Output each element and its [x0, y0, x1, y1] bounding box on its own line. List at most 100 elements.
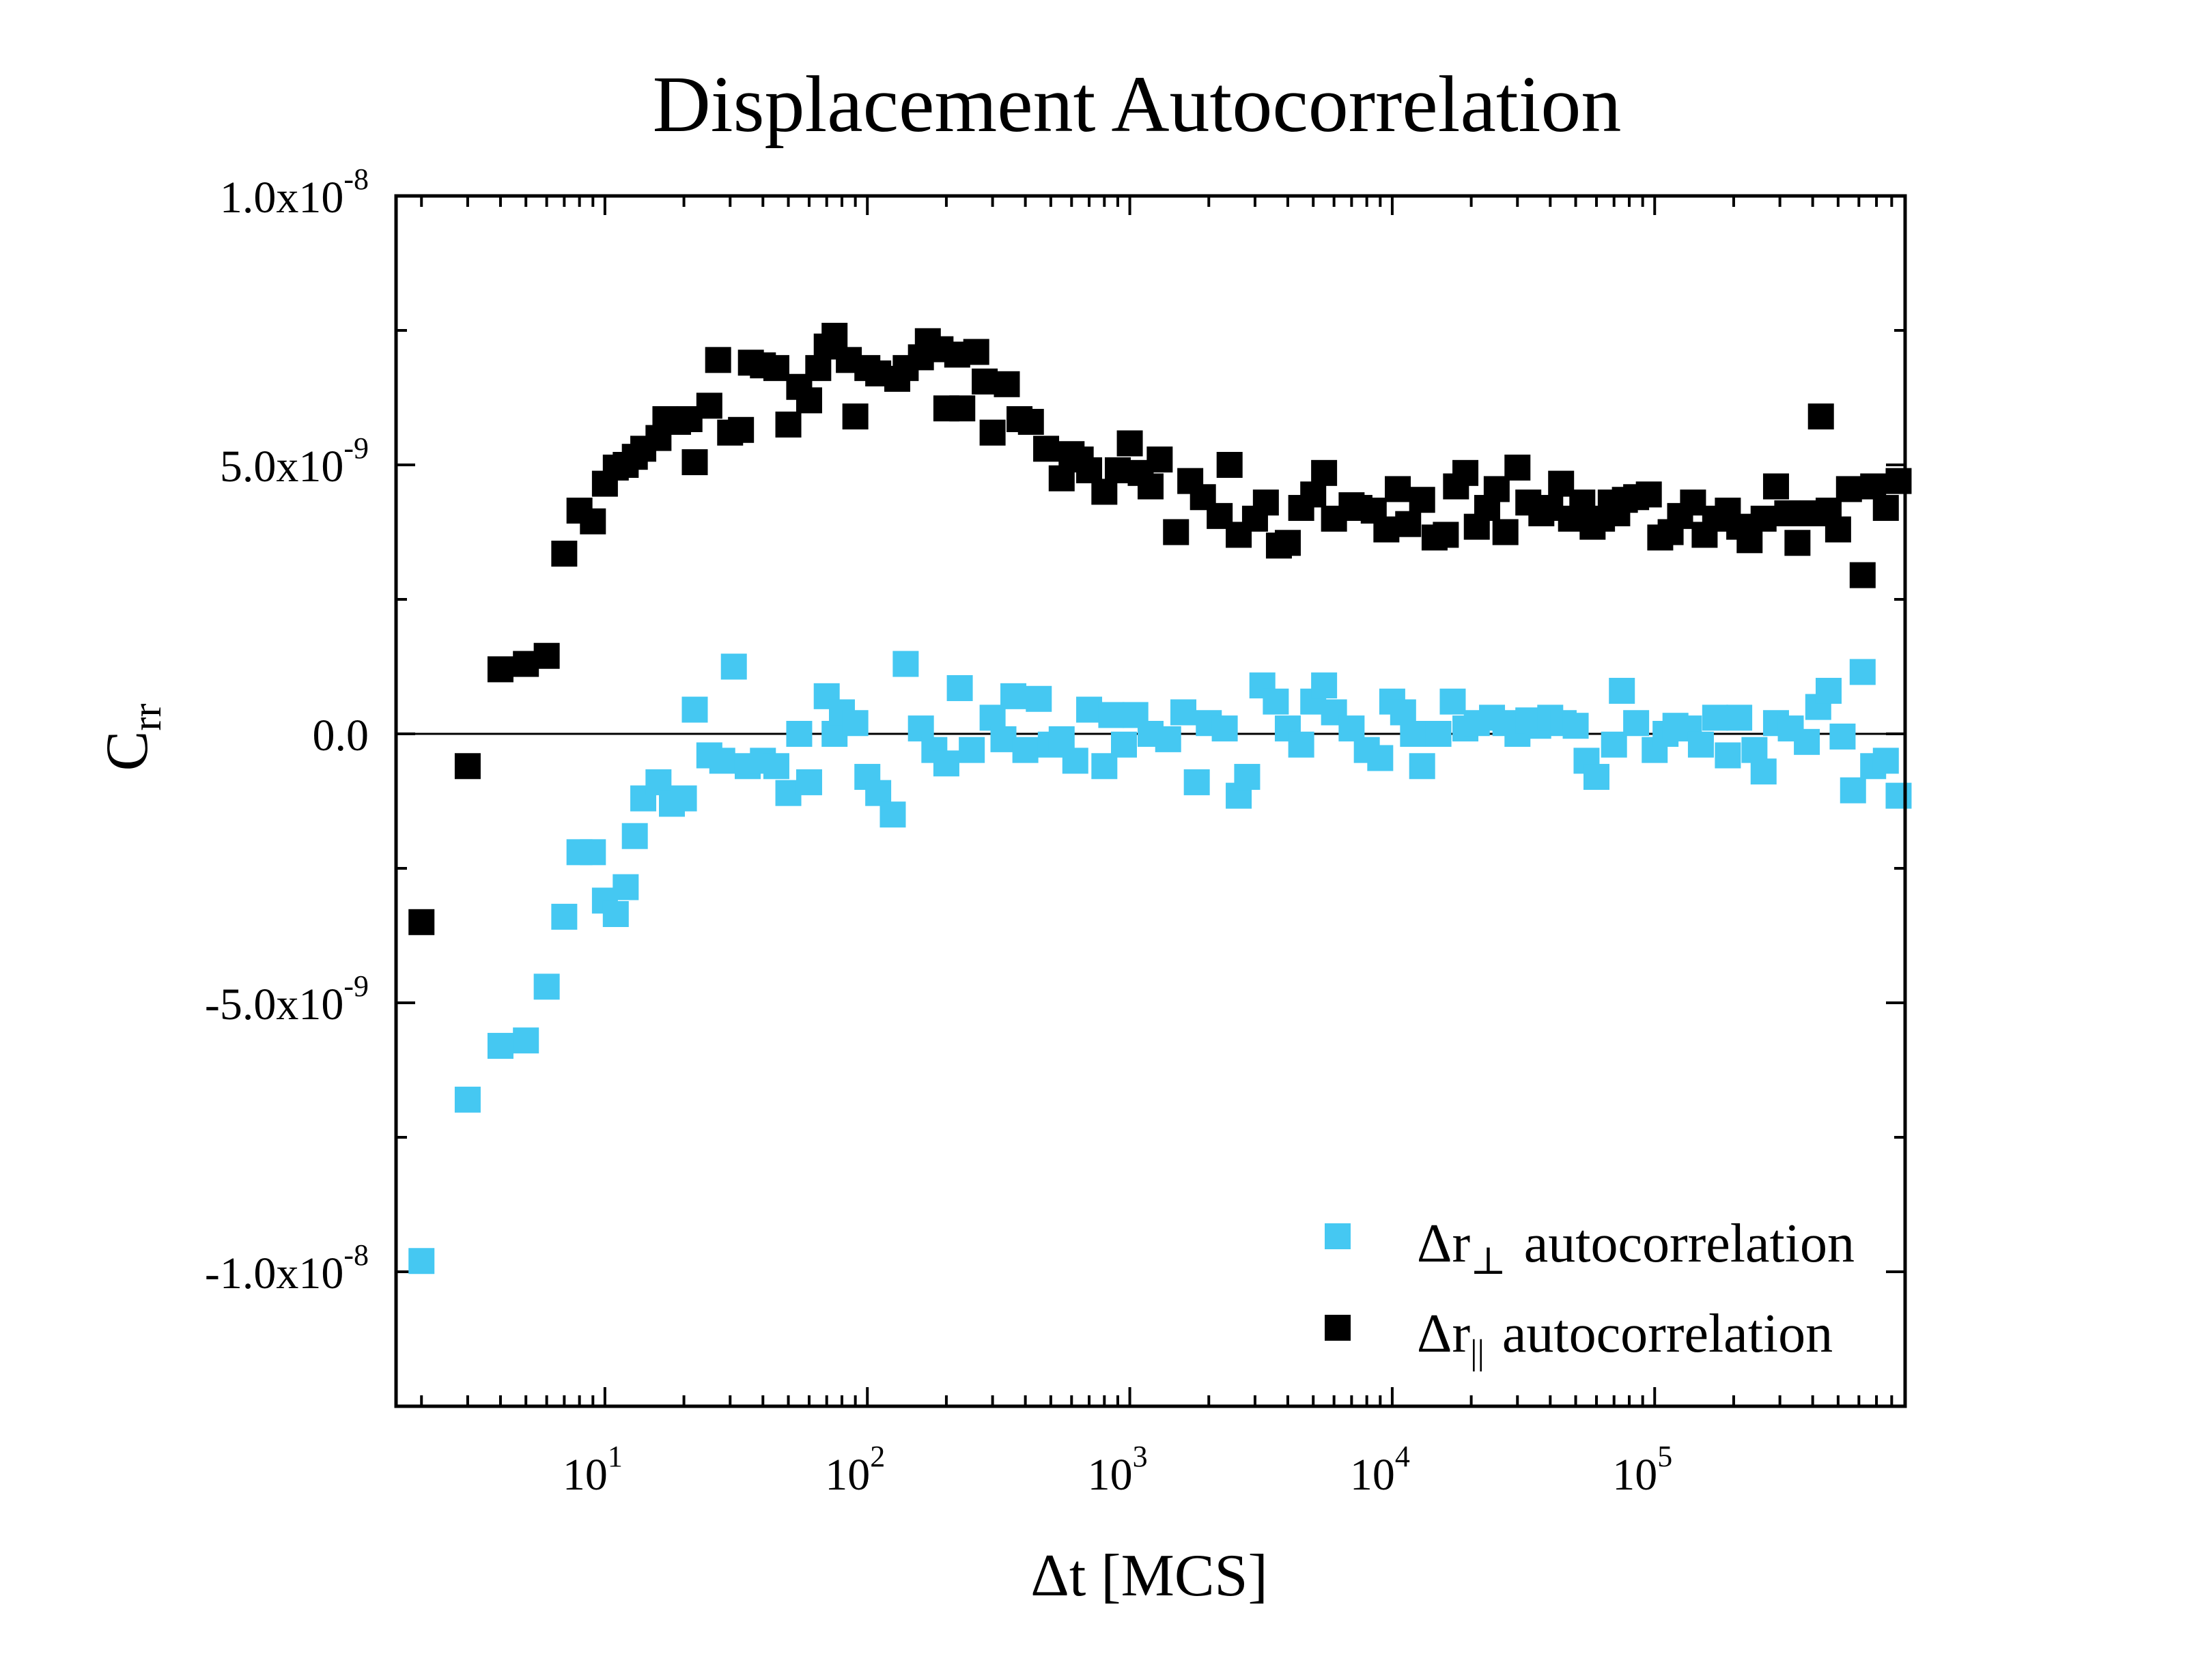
data-point-perp	[621, 823, 648, 849]
x-tick-exponent: 1	[608, 1440, 623, 1473]
data-point-perp	[1872, 748, 1899, 774]
y-tick-exponent: -9	[343, 431, 369, 465]
data-point-parallel	[1635, 481, 1662, 508]
data-point-perp	[671, 785, 697, 812]
data-point-parallel	[408, 909, 435, 935]
data-point-parallel	[1409, 487, 1435, 513]
chart-title: Displacement Autocorrelation	[653, 59, 1622, 149]
data-point-parallel	[487, 656, 513, 683]
legend-label-parallel-rest: autocorrelation	[1502, 1304, 1833, 1364]
data-point-perp	[1234, 764, 1261, 791]
data-point-perp	[1111, 731, 1138, 758]
data-point-parallel	[1849, 562, 1876, 588]
data-point-perp	[1183, 769, 1210, 795]
data-point-parallel	[1762, 473, 1789, 500]
data-point-perp	[1623, 710, 1650, 737]
data-point-parallel	[1825, 516, 1851, 543]
data-point-perp	[1098, 702, 1125, 728]
data-point-perp	[1726, 704, 1753, 731]
data-point-parallel	[842, 403, 869, 430]
data-point-parallel	[580, 508, 606, 535]
data-point-perp	[1439, 688, 1466, 715]
data-point-perp	[1750, 758, 1777, 785]
data-point-perp	[487, 1033, 513, 1059]
data-point-perp	[720, 653, 747, 680]
data-point-perp	[1849, 659, 1876, 685]
legend-label-perp-main: Δr	[1417, 1214, 1470, 1274]
data-point-perp	[1076, 696, 1103, 723]
legend-marker-perp	[1325, 1223, 1351, 1249]
data-point-perp	[1562, 713, 1589, 739]
data-point-perp	[1829, 723, 1856, 750]
data-point-perp	[1609, 677, 1635, 704]
data-point-parallel	[681, 449, 708, 476]
x-tick-label: 101	[563, 1440, 623, 1500]
data-point-perp	[551, 903, 578, 930]
y-tick-exponent: -8	[343, 162, 369, 196]
data-point-perp	[763, 753, 789, 780]
data-point-parallel	[1784, 530, 1811, 556]
data-point-parallel	[533, 642, 560, 669]
data-point-perp	[454, 1086, 481, 1113]
legend-marker-parallel	[1325, 1315, 1351, 1341]
x-tick-base: 10	[563, 1450, 608, 1500]
data-point-parallel	[1774, 500, 1801, 526]
data-point-parallel	[1033, 436, 1060, 462]
data-point-parallel	[1311, 459, 1338, 486]
data-point-parallel	[1807, 403, 1834, 430]
y-tick-label: 5.0x10-9	[220, 431, 369, 492]
data-point-parallel	[1373, 516, 1400, 543]
data-point-perp	[796, 769, 822, 795]
x-tick-exponent: 4	[1395, 1440, 1410, 1473]
data-point-perp	[602, 900, 629, 927]
y-axis-label: Crr	[94, 704, 169, 771]
data-point-perp	[681, 696, 708, 723]
data-point-perp	[1367, 745, 1394, 771]
data-point-parallel	[972, 368, 998, 395]
x-tick-label: 104	[1350, 1440, 1410, 1500]
data-point-perp	[990, 726, 1017, 752]
y-tick-label: -1.0x10-8	[205, 1238, 369, 1298]
x-tick-exponent: 5	[1657, 1440, 1672, 1473]
y-axis-label-sub: rr	[124, 704, 169, 731]
data-point-perp	[580, 839, 606, 866]
data-point-perp	[1794, 728, 1820, 755]
data-point-perp	[613, 874, 639, 900]
data-point-parallel	[1116, 430, 1143, 457]
data-point-perp	[1815, 677, 1842, 704]
legend-label-parallel-main: Δr	[1417, 1304, 1470, 1364]
data-point-perp	[408, 1248, 435, 1275]
data-point-perp	[933, 750, 959, 777]
data-point-perp	[1012, 737, 1039, 763]
x-tick-label: 102	[825, 1440, 885, 1500]
data-point-parallel	[696, 393, 722, 419]
data-point-perp	[1885, 782, 1912, 809]
legend-label-perp: Δr⊥ autocorrelation	[1417, 1214, 1855, 1283]
data-point-parallel	[1433, 522, 1459, 548]
data-point-parallel	[775, 411, 802, 438]
x-tick-base: 10	[1350, 1450, 1395, 1500]
x-tick-base: 10	[825, 1450, 870, 1500]
data-point-perp	[1170, 699, 1197, 726]
data-point-perp	[1026, 685, 1052, 712]
data-point-parallel	[728, 416, 755, 443]
data-point-perp	[533, 973, 560, 1000]
data-point-parallel	[821, 322, 848, 349]
y-tick-mantissa: -1.0x10	[205, 1249, 343, 1298]
data-point-perp	[892, 651, 919, 677]
data-point-parallel	[1750, 505, 1777, 532]
y-axis-label-main: C	[94, 731, 160, 771]
legend: Δr⊥ autocorrelation Δr|| autocorrelation	[1325, 1214, 1855, 1372]
data-point-perp	[1288, 731, 1314, 758]
y-tick-exponent: -8	[343, 1238, 369, 1272]
data-point-perp	[842, 710, 869, 737]
x-axis-label: Δt [MCS]	[1030, 1543, 1268, 1609]
y-tick-mantissa: -5.0x10	[205, 980, 343, 1029]
legend-label-perp-sub: ⊥	[1470, 1240, 1506, 1283]
data-point-parallel	[551, 541, 578, 567]
data-point-parallel	[1885, 468, 1912, 494]
data-point-parallel	[1872, 495, 1899, 522]
data-point-parallel	[994, 371, 1020, 397]
series-perp	[408, 651, 1912, 1275]
data-point-perp	[959, 737, 985, 763]
